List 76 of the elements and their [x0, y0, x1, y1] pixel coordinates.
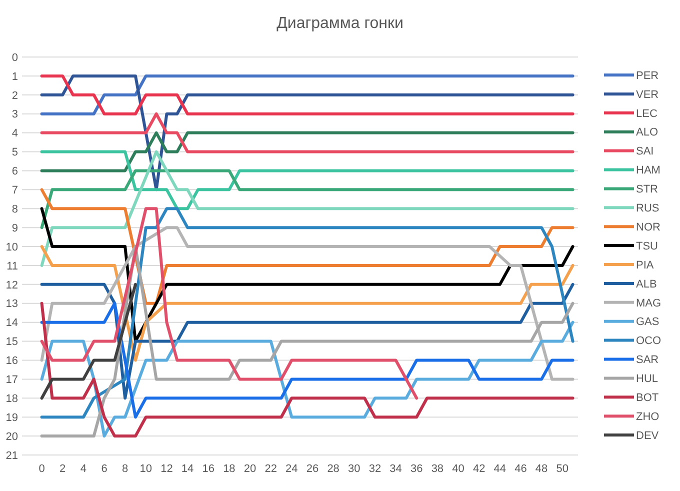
legend-label: LEC [636, 108, 658, 120]
x-tick-label: 32 [368, 463, 382, 475]
y-tick-label: 9 [12, 222, 18, 234]
x-tick-label: 46 [514, 463, 527, 475]
y-tick-label: 17 [6, 374, 18, 386]
legend-label: STR [636, 184, 658, 196]
y-tick-label: 16 [6, 355, 18, 368]
x-tick-label: 10 [140, 463, 152, 475]
y-tick-label: 3 [12, 108, 18, 121]
legend-label: PIA [636, 259, 654, 272]
y-tick-label: 7 [12, 184, 18, 197]
x-tick-label: 4 [80, 463, 86, 475]
legend-label: ALO [636, 126, 658, 139]
x-tick-label: 44 [494, 463, 506, 475]
legend-label: ZHO [636, 410, 660, 423]
x-tick-label: 22 [264, 463, 277, 475]
legend-label: VER [636, 88, 659, 101]
y-tick-label: 6 [12, 166, 18, 178]
line-series [40, 150, 574, 267]
y-tick-label: 19 [6, 412, 18, 424]
y-tick-label: 14 [6, 317, 18, 330]
x-tick-label: 2 [60, 463, 66, 475]
legend-label: HAM [636, 164, 660, 177]
y-tick-label: 21 [6, 450, 18, 462]
x-tick-label: 8 [122, 463, 128, 475]
legend-label: ALB [636, 278, 657, 290]
legend-label: HUL [636, 373, 658, 386]
y-tick-label: 18 [6, 392, 18, 405]
y-tick-label: 10 [6, 241, 18, 254]
x-tick-label: 40 [452, 463, 464, 475]
legend-label: RUS [636, 202, 660, 214]
x-tick-label: 38 [431, 463, 444, 475]
line-series [40, 245, 574, 362]
y-tick-label: 13 [6, 298, 18, 310]
y-tick-label: 1 [12, 70, 18, 83]
line-series [40, 226, 574, 381]
y-tick-label: 0 [12, 52, 18, 64]
legend-label: BOT [636, 392, 659, 404]
x-tick-label: 48 [535, 463, 548, 475]
legend-label: TSU [636, 240, 658, 252]
line-series [40, 282, 137, 400]
x-tick-label: 28 [327, 463, 340, 475]
legend-label: DEV [636, 430, 660, 442]
legend-label: SAI [636, 146, 654, 158]
line-series [40, 207, 418, 400]
line-series [40, 150, 574, 210]
y-tick-label: 11 [6, 260, 18, 272]
y-tick-label: 5 [12, 146, 18, 159]
legend-label: GAS [636, 316, 660, 328]
x-tick-label: 42 [472, 463, 486, 475]
y-tick-label: 2 [12, 90, 18, 102]
y-tick-label: 15 [6, 336, 18, 348]
legend-label: NOR [636, 221, 660, 234]
x-tick-label: 20 [244, 463, 256, 475]
legend-label: PER [636, 70, 659, 82]
x-tick-label: 14 [181, 463, 194, 475]
y-tick-label: 20 [6, 430, 18, 443]
line-series [40, 207, 574, 419]
x-tick-label: 16 [202, 463, 214, 475]
legend-label: MAG [636, 297, 662, 310]
legend-label: OCO [636, 335, 662, 348]
x-tick-label: 50 [556, 463, 569, 475]
x-tick-label: 34 [390, 463, 402, 475]
x-tick-label: 36 [410, 463, 423, 475]
x-tick-label: 18 [223, 463, 236, 475]
chart-title: Диаграмма гонки [276, 15, 404, 32]
y-tick-label: 4 [12, 128, 18, 140]
x-tick-label: 6 [101, 463, 108, 475]
x-tick-label: 24 [286, 463, 298, 475]
y-tick-label: 8 [12, 203, 18, 216]
y-tick-label: 12 [6, 279, 18, 292]
legend-label: SAR [636, 354, 659, 366]
x-tick-label: 30 [348, 463, 360, 475]
x-tick-label: 12 [160, 463, 173, 475]
x-tick-label: 0 [38, 463, 45, 475]
x-tick-label: 26 [306, 463, 319, 475]
